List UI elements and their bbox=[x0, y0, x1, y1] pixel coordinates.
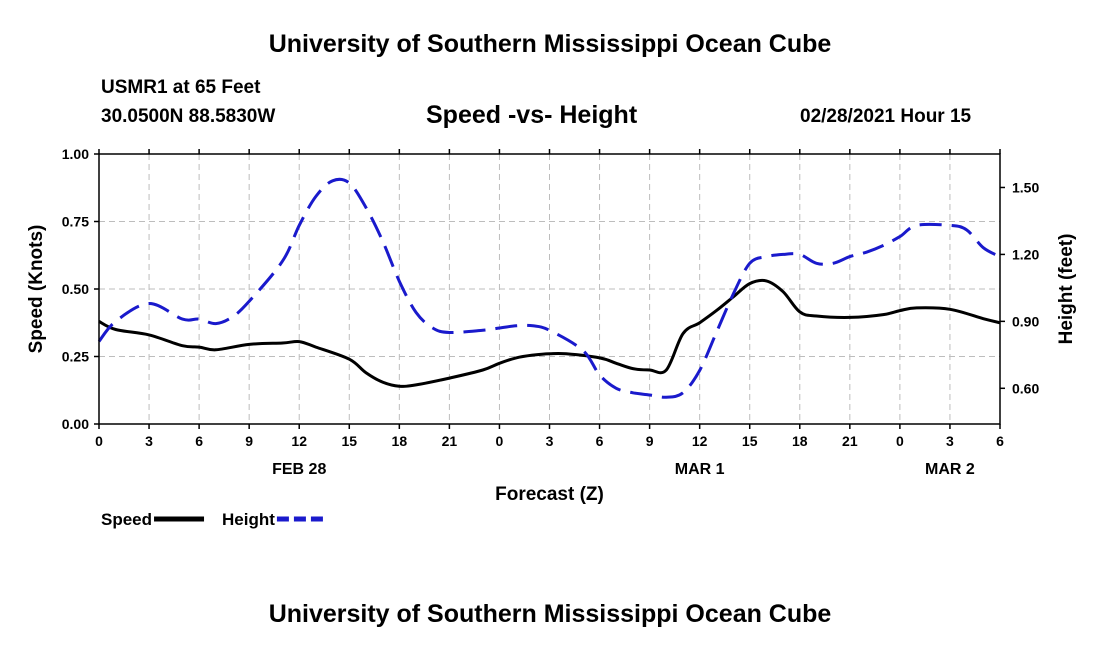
forecast-datetime: 02/28/2021 Hour 15 bbox=[800, 106, 972, 127]
y-tick-label: 0.50 bbox=[62, 281, 89, 297]
station-name: USMR1 at 65 Feet bbox=[101, 77, 261, 98]
x-tick-label: 6 bbox=[195, 433, 203, 449]
grid-lines bbox=[99, 154, 1000, 424]
x-tick-label: 15 bbox=[742, 433, 758, 449]
height-series-line bbox=[97, 177, 1001, 399]
x-tick-label: 9 bbox=[245, 433, 253, 449]
x-tick-label: 12 bbox=[692, 433, 708, 449]
y-tick-label: 0.75 bbox=[62, 214, 89, 230]
x-tick-label: 0 bbox=[896, 433, 904, 449]
y2-tick-label: 1.50 bbox=[1012, 179, 1039, 195]
x-tick-label: 3 bbox=[145, 433, 153, 449]
legend: Speed Height bbox=[101, 510, 327, 529]
station-coordinates: 30.0500N 88.5830W bbox=[101, 106, 276, 127]
x-tick-label: 12 bbox=[291, 433, 307, 449]
y-axis-label: Speed (Knots) bbox=[26, 225, 47, 354]
x-tick-label: 21 bbox=[842, 433, 858, 449]
x-tick-label: 15 bbox=[341, 433, 357, 449]
x-axis-label: Forecast (Z) bbox=[495, 484, 604, 505]
y2-tick-label: 0.90 bbox=[1012, 313, 1039, 329]
y-tick-label: 0.00 bbox=[62, 416, 89, 432]
x-tick-label: 0 bbox=[496, 433, 504, 449]
series-lines bbox=[97, 177, 1001, 399]
legend-label: Speed bbox=[101, 510, 152, 529]
y2-tick-label: 1.20 bbox=[1012, 246, 1039, 262]
y-tick-label: 0.25 bbox=[62, 349, 89, 365]
chart-title: Speed -vs- Height bbox=[426, 101, 638, 129]
legend-label: Height bbox=[222, 510, 275, 529]
x-tick-label: 9 bbox=[646, 433, 654, 449]
x-tick-label: 18 bbox=[792, 433, 808, 449]
x-tick-label: 0 bbox=[95, 433, 103, 449]
speed-series-line bbox=[98, 278, 1001, 388]
y-tick-label: 1.00 bbox=[62, 146, 89, 162]
date-label: FEB 28 bbox=[272, 461, 326, 478]
x-tick-label: 3 bbox=[546, 433, 554, 449]
x-tick-label: 21 bbox=[442, 433, 458, 449]
date-label: MAR 2 bbox=[925, 461, 975, 478]
y2-tick-label: 0.60 bbox=[1012, 380, 1039, 396]
x-tick-label: 6 bbox=[596, 433, 604, 449]
x-tick-label: 6 bbox=[996, 433, 1004, 449]
page-title-bottom: University of Southern Mississippi Ocean… bbox=[268, 600, 832, 628]
axes: 0 3 6 9 12 15 18 21 0 3 6 9 12 15 18 21 0 3 6 0.00 0.25 0.50 0… bbox=[62, 146, 1040, 478]
x-tick-label: 3 bbox=[946, 433, 954, 449]
date-label: MAR 1 bbox=[675, 461, 725, 478]
x-tick-label: 18 bbox=[392, 433, 408, 449]
page-title-top: University of Southern Mississippi Ocean… bbox=[268, 30, 832, 58]
y2-axis-label: Height (feet) bbox=[1056, 234, 1077, 345]
